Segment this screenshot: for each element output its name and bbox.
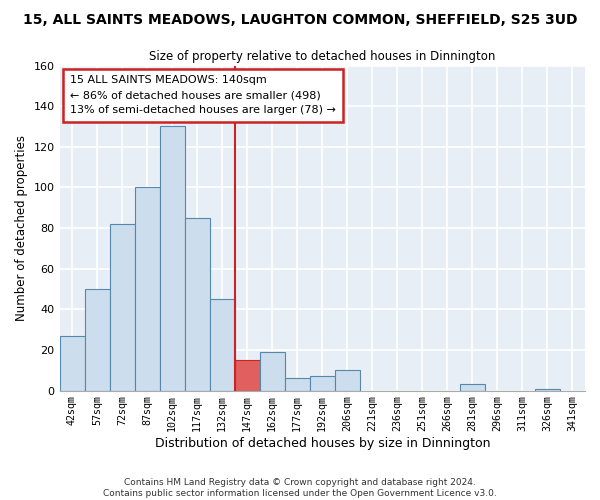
Text: Contains HM Land Registry data © Crown copyright and database right 2024.
Contai: Contains HM Land Registry data © Crown c… — [103, 478, 497, 498]
X-axis label: Distribution of detached houses by size in Dinnington: Distribution of detached houses by size … — [155, 437, 490, 450]
Bar — [285, 378, 310, 390]
Bar — [134, 188, 160, 390]
Title: Size of property relative to detached houses in Dinnington: Size of property relative to detached ho… — [149, 50, 496, 63]
Bar — [535, 388, 560, 390]
Bar — [260, 352, 285, 391]
Bar — [460, 384, 485, 390]
Bar — [185, 218, 209, 390]
Bar — [335, 370, 360, 390]
Bar — [110, 224, 134, 390]
Bar — [310, 376, 335, 390]
Y-axis label: Number of detached properties: Number of detached properties — [15, 135, 28, 321]
Bar — [85, 289, 110, 390]
Text: 15 ALL SAINTS MEADOWS: 140sqm
← 86% of detached houses are smaller (498)
13% of : 15 ALL SAINTS MEADOWS: 140sqm ← 86% of d… — [70, 76, 336, 115]
Bar — [235, 360, 260, 390]
Bar — [59, 336, 85, 390]
Bar — [160, 126, 185, 390]
Text: 15, ALL SAINTS MEADOWS, LAUGHTON COMMON, SHEFFIELD, S25 3UD: 15, ALL SAINTS MEADOWS, LAUGHTON COMMON,… — [23, 12, 577, 26]
Bar — [209, 299, 235, 390]
